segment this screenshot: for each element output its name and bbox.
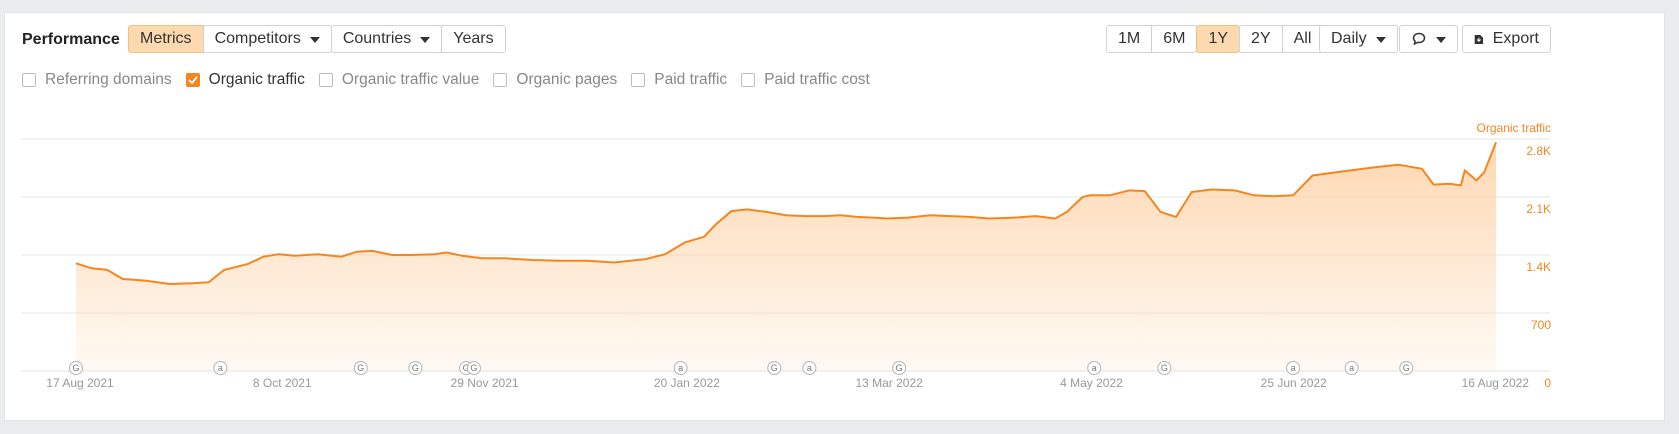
x-tick-label: 4 May 2022 [1060, 376, 1123, 390]
range-all-button[interactable]: All [1281, 25, 1324, 53]
google-update-marker[interactable]: G [408, 361, 423, 375]
svg-text:a: a [218, 363, 223, 373]
svg-text:G: G [1161, 363, 1168, 373]
svg-text:G: G [470, 363, 477, 373]
svg-text:G: G [412, 363, 419, 373]
x-tick-label: 16 Aug 2022 [1462, 376, 1530, 390]
checkbox-organic-traffic-value[interactable]: Organic traffic value [318, 71, 479, 89]
google-update-marker[interactable]: G [466, 361, 481, 375]
x-tick-label: 17 Aug 2021 [46, 376, 114, 390]
range-6m-button[interactable]: 6M [1151, 25, 1198, 53]
speech-bubble-icon [1412, 32, 1426, 46]
checkbox-paid-traffic[interactable]: Paid traffic [631, 71, 727, 89]
svg-text:G: G [771, 363, 778, 373]
svg-text:a: a [1291, 363, 1296, 373]
google-update-marker[interactable]: G [1157, 361, 1172, 375]
x-tick-label: 20 Jan 2022 [654, 376, 720, 390]
x-tick-label: 8 Oct 2021 [253, 376, 312, 390]
annotation-marker[interactable]: a [673, 361, 688, 375]
svg-text:G: G [1403, 363, 1410, 373]
y-tick-label: 1.4K [1526, 260, 1551, 274]
y-tick-label: 0 [1544, 376, 1551, 390]
svg-text:a: a [678, 363, 683, 373]
checkbox-paid-traffic-cost[interactable]: Paid traffic cost [741, 71, 870, 89]
chevron-down-icon [1436, 37, 1446, 43]
google-update-marker[interactable]: G [892, 361, 907, 375]
x-tick-label: 25 Jun 2022 [1261, 376, 1327, 390]
checkbox-organic-traffic[interactable]: Organic traffic [185, 71, 305, 89]
years-button[interactable]: Years [441, 25, 506, 53]
chevron-down-icon [1375, 37, 1386, 43]
range-1y-button[interactable]: 1Y [1196, 25, 1241, 53]
export-button[interactable]: Export [1462, 25, 1551, 53]
section-title: Performance [22, 31, 120, 48]
google-update-marker[interactable]: G [69, 361, 83, 375]
annotation-marker[interactable]: a [1286, 361, 1301, 375]
annotation-marker[interactable]: a [213, 361, 228, 375]
google-update-marker[interactable]: G [767, 361, 782, 375]
organic-traffic-line [75, 141, 1497, 286]
svg-text:a: a [1092, 363, 1097, 373]
svg-text:G: G [72, 363, 79, 373]
filter-segmented-control: Metrics Competitors Countries Years [128, 25, 506, 53]
checkbox-organic-pages[interactable]: Organic pages [493, 71, 617, 89]
chevron-down-icon [309, 37, 320, 43]
annotation-marker[interactable]: a [802, 361, 817, 375]
annotation-marker[interactable]: a [1087, 361, 1102, 375]
svg-text:G: G [896, 363, 903, 373]
checkbox-referring-domains[interactable]: Referring domains [22, 71, 172, 89]
range-segmented-control: 1M 6M 1Y 2Y All [1106, 25, 1324, 53]
y-tick-label: 2.1K [1526, 202, 1551, 216]
y-axis-title: Organic traffic [1477, 121, 1551, 135]
range-1m-button[interactable]: 1M [1106, 25, 1153, 53]
svg-text:G: G [463, 363, 470, 373]
y-tick-label: 2.8K [1526, 144, 1551, 158]
annotation-marker[interactable]: a [1344, 361, 1359, 375]
x-tick-label: 13 Mar 2022 [855, 376, 923, 390]
download-icon [1474, 34, 1484, 44]
metric-checkbox-list: Referring domains Organic traffic Organi… [22, 71, 884, 89]
svg-text:a: a [807, 363, 812, 373]
svg-text:G: G [357, 363, 364, 373]
google-update-marker[interactable]: G [1399, 361, 1414, 375]
svg-text:a: a [1349, 363, 1354, 373]
organic-traffic-area [76, 142, 1496, 371]
checkmark-icon [188, 76, 198, 84]
range-2y-button[interactable]: 2Y [1239, 25, 1283, 53]
google-update-marker[interactable]: G [353, 361, 368, 375]
x-tick-label: 29 Nov 2021 [451, 376, 519, 390]
performance-card: Performance Metrics Competitors Countrie… [4, 12, 1665, 421]
comments-dropdown[interactable] [1399, 25, 1458, 53]
x-axis-ticks: 17 Aug 2021 8 Oct 2021 29 Nov 2021 20 Jan 2… [46, 376, 1529, 390]
y-axis-ticks: 2.8K 2.1K 1.4K 700 0 [1526, 144, 1551, 390]
granularity-dropdown[interactable]: Daily [1319, 25, 1398, 53]
y-tick-label: 700 [1531, 318, 1551, 332]
chevron-down-icon [420, 37, 431, 43]
